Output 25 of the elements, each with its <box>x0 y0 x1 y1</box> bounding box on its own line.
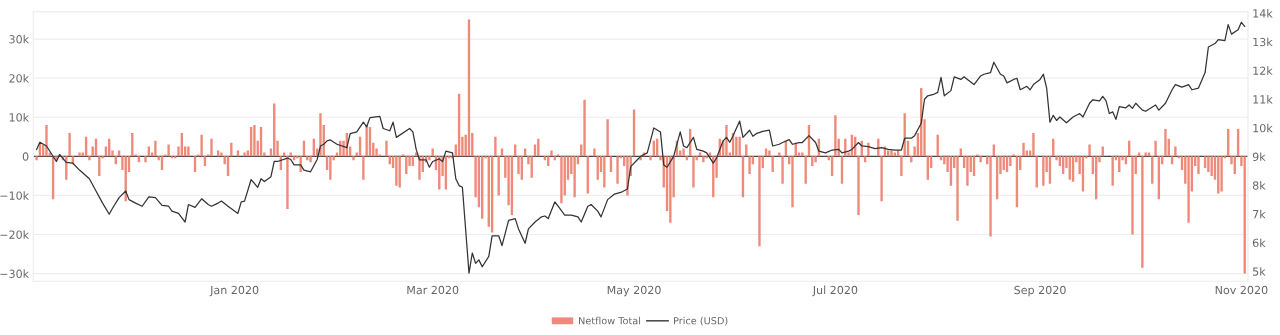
y-tick-label: −10k <box>0 191 30 200</box>
x-tick-label: Sep 2020 <box>1014 285 1066 297</box>
y2-tick-label: 12k <box>1253 66 1273 75</box>
y-tick-label: −30k <box>0 269 30 278</box>
y-tick-label: 10k <box>9 113 30 122</box>
y2-tick-label: 5k <box>1253 267 1266 276</box>
y-tick-label: 20k <box>9 73 30 83</box>
y2-tick-label: 11k <box>1253 95 1273 104</box>
y-tick-label: 0 <box>22 152 29 161</box>
y2-tick-label: 10k <box>1253 123 1273 133</box>
y2-tick-label: 14k <box>1253 8 1273 18</box>
y2-tick-label: 8k <box>1252 181 1266 190</box>
x-tick-label: Jul 2020 <box>812 285 858 297</box>
legend-label: Netflow Total <box>579 316 641 325</box>
x-tick-label: May 2020 <box>607 285 661 297</box>
y-tick-label: 30k <box>9 34 30 44</box>
legend-label: Price (USD) <box>673 316 728 326</box>
y2-tick-label: 6k <box>1252 238 1266 248</box>
x-tick-label: Nov 2020 <box>1215 285 1268 295</box>
x-tick-label: Mar 2020 <box>407 285 459 295</box>
y2-tick-label: 7k <box>1253 209 1266 219</box>
y2-tick-label: 9k <box>1252 152 1266 161</box>
x-tick-label: Jan 2020 <box>209 285 259 297</box>
y2-tick-label: 13k <box>1253 37 1273 47</box>
y-tick-label: −20k <box>0 230 30 239</box>
